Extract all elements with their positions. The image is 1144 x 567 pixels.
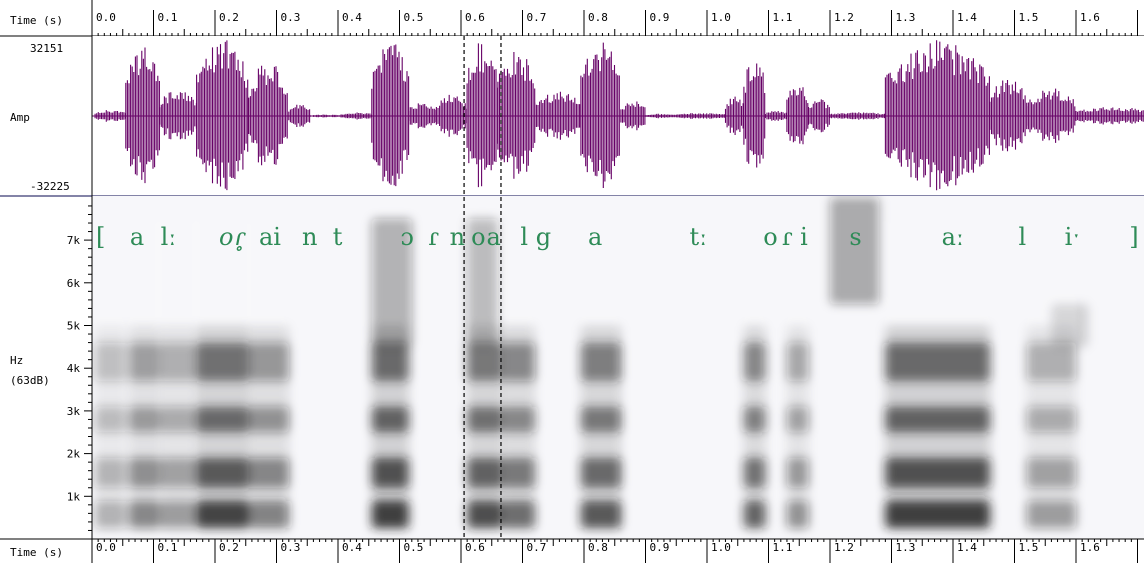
frequency-tick-label: 6k <box>67 277 81 290</box>
ipa-segment: s <box>849 223 861 251</box>
top-time-tick-label: 0.7 <box>527 11 547 24</box>
ipa-segment: a <box>130 223 144 251</box>
ipa-segment: l <box>520 223 528 251</box>
top-time-tick-label: 1.2 <box>834 11 854 24</box>
ipa-transcription: [a lː o ɾ̥ ai n t ɔ ɾ n o a l g a tː o ɾ i s aː l iˑ] <box>96 223 1139 252</box>
bottom-time-tick-label: 0.2 <box>219 541 239 554</box>
ipa-segment: o <box>471 223 485 251</box>
bottom-time-tick-label: 1.1 <box>773 541 793 554</box>
frequency-db-label: (63dB) <box>10 374 50 387</box>
frequency-tick-label: 2k <box>67 448 81 461</box>
frequency-tick-label: 7k <box>67 234 81 247</box>
ipa-segment: ɾ̥ <box>234 223 246 252</box>
bottom-time-axis: Time (s) 0.0 0.1 0.2 0.3 0.4 0.5 0.6 0.7 0.8 0.9 1… <box>0 538 1144 565</box>
ipa-segment: l <box>1019 223 1027 251</box>
ipa-segment: tː <box>689 223 707 251</box>
waveform-panel[interactable]: 32151 Amp -32225 <box>10 36 1144 196</box>
ipa-segment: a <box>487 223 501 251</box>
top-time-tick-label: 0.1 <box>158 11 178 24</box>
ipa-segment: i <box>800 223 808 251</box>
top-time-tick-label: 0.6 <box>465 11 485 24</box>
frequency-axis: 7k 6k 5k 4k 3k 2k 1k <box>67 205 92 540</box>
bottom-time-tick-label: 0.8 <box>588 541 608 554</box>
amplitude-min-label: -32225 <box>30 180 70 193</box>
top-time-tick-label: 0.5 <box>404 11 424 24</box>
ipa-segment: g <box>536 223 551 251</box>
bottom-time-tick-label: 0.3 <box>281 541 301 554</box>
bottom-time-tick-label: 0.5 <box>404 541 424 554</box>
bottom-time-tick-label: 0.4 <box>342 541 362 554</box>
ipa-segment: t <box>333 223 343 251</box>
top-time-tick-label: 1.1 <box>773 11 793 24</box>
ipa-segment: ɾ <box>782 223 793 251</box>
bottom-time-tick-label: 1.2 <box>834 541 854 554</box>
top-time-tick-label: 0.4 <box>342 11 362 24</box>
ipa-segment: o <box>219 223 233 251</box>
bottom-time-tick-label: 1.6 <box>1080 541 1100 554</box>
amplitude-axis-label: Amp <box>10 111 30 124</box>
top-time-tick-label: 0.2 <box>219 11 239 24</box>
ipa-segment: ] <box>1129 223 1138 251</box>
top-time-tick-label: 0.0 <box>96 11 116 24</box>
top-time-tick-label: 1.3 <box>896 11 916 24</box>
ipa-segment: lː <box>161 223 177 251</box>
ipa-segment: o <box>763 223 777 251</box>
bottom-time-tick-label: 1.0 <box>711 541 731 554</box>
top-time-axis: Time (s) 0.0 0.1 0.2 0.3 0.4 0.5 0.6 0.7 0.8 0.9 1… <box>0 0 1144 37</box>
ipa-segment: ɔ <box>400 223 413 251</box>
ipa-segment: ɾ <box>428 223 439 251</box>
top-time-axis-label: Time (s) <box>10 14 63 27</box>
waveform-trace <box>94 40 1144 191</box>
top-time-tick-label: 0.3 <box>281 11 301 24</box>
ipa-segment: n <box>450 223 465 251</box>
bottom-time-tick-label: 0.0 <box>96 541 116 554</box>
top-time-tick-label: 0.9 <box>650 11 670 24</box>
frequency-tick-label: 4k <box>67 362 81 375</box>
top-time-tick-label: 1.4 <box>957 11 977 24</box>
frequency-tick-label: 5k <box>67 320 81 333</box>
top-time-tick-label: 1.5 <box>1019 11 1039 24</box>
amplitude-max-label: 32151 <box>30 42 63 55</box>
bottom-time-tick-label: 0.6 <box>465 541 485 554</box>
ipa-segment: ai <box>259 223 281 251</box>
frequency-tick-label: 1k <box>67 490 81 503</box>
bottom-time-tick-label: 1.4 <box>957 541 977 554</box>
ipa-segment: n <box>302 223 317 251</box>
top-time-tick-label: 1.6 <box>1080 11 1100 24</box>
frequency-tick-label: 3k <box>67 405 81 418</box>
ipa-segment: aː <box>942 223 964 251</box>
bottom-time-tick-label: 0.1 <box>158 541 178 554</box>
top-time-tick-label: 1.0 <box>711 11 731 24</box>
frequency-unit-label: Hz <box>10 354 23 367</box>
bottom-time-tick-label: 0.9 <box>650 541 670 554</box>
bottom-time-tick-label: 1.5 <box>1019 541 1039 554</box>
bottom-time-tick-label: 1.3 <box>896 541 916 554</box>
bottom-time-tick-label: 0.7 <box>527 541 547 554</box>
ipa-segment: [ <box>96 223 105 251</box>
ipa-segment: a <box>588 223 602 251</box>
top-time-tick-label: 0.8 <box>588 11 608 24</box>
ipa-segment: iˑ <box>1065 223 1081 251</box>
bottom-time-axis-label: Time (s) <box>10 546 63 559</box>
